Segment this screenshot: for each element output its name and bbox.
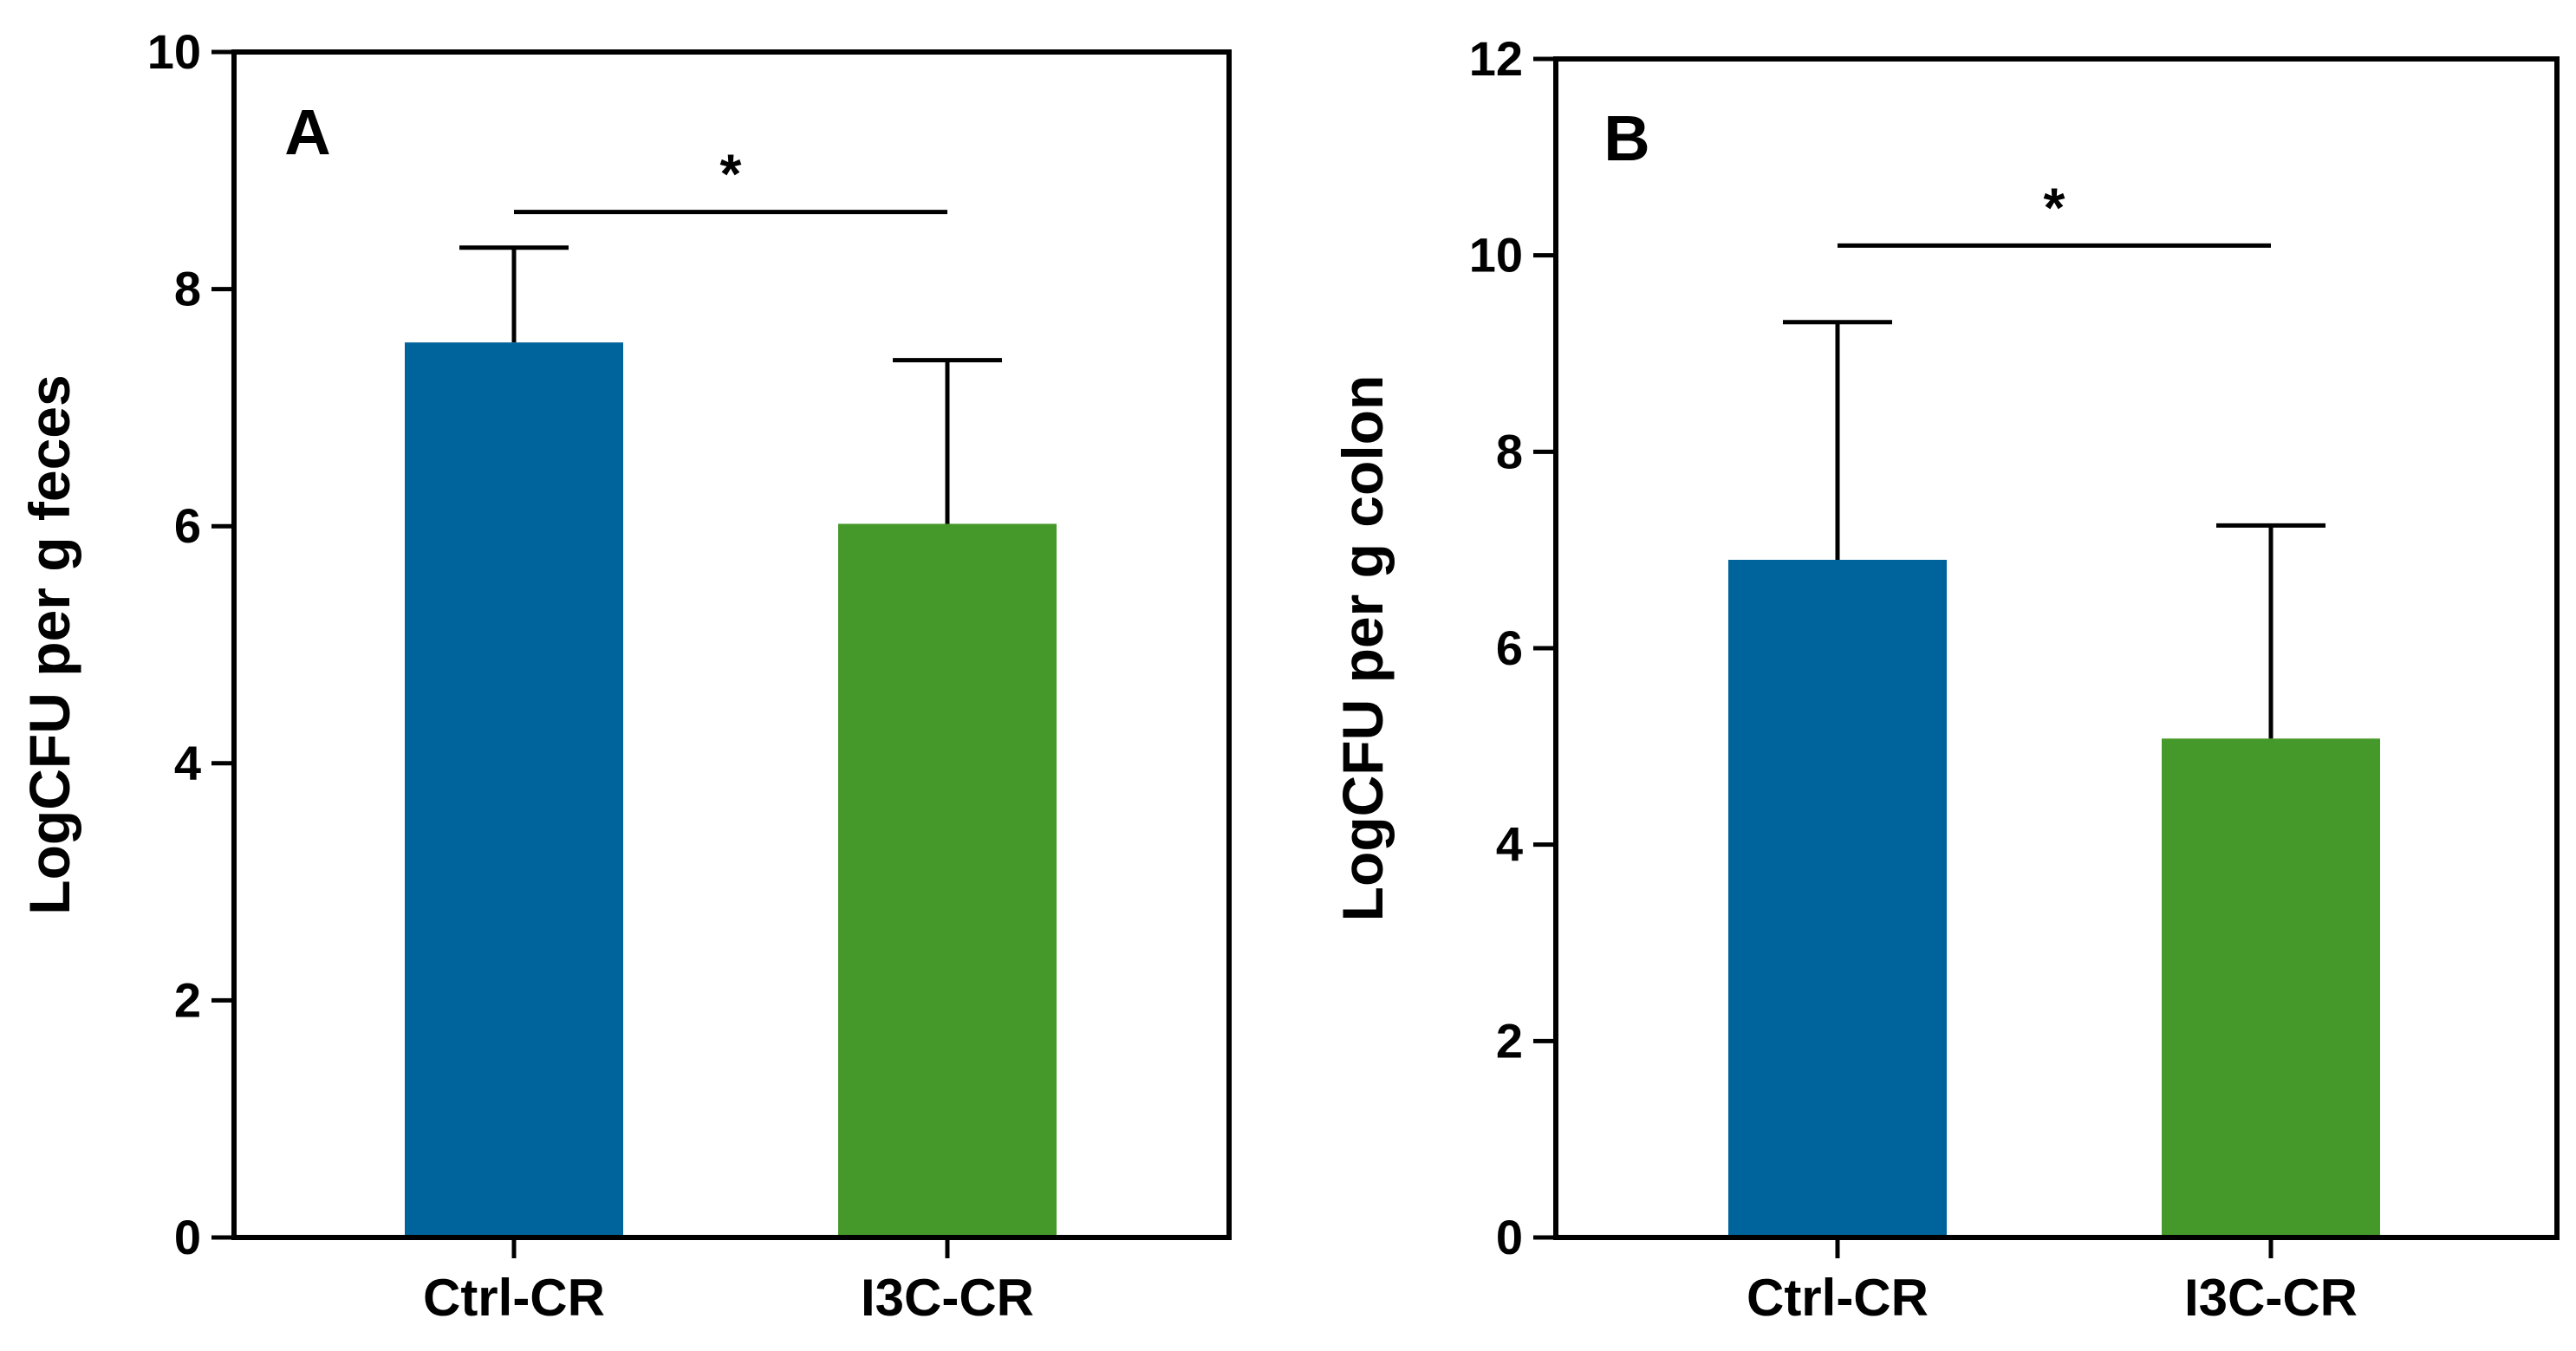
y-tick-label: 8 — [174, 262, 201, 316]
y-tick-label: 2 — [1496, 1013, 1523, 1068]
bar-ctrl-cr — [1728, 560, 1947, 1237]
y-tick-label: 8 — [1496, 424, 1523, 478]
y-tick-label: 0 — [1496, 1210, 1523, 1264]
y-tick-label: 10 — [1469, 228, 1523, 283]
y-tick-label: 12 — [1469, 31, 1523, 86]
x-tick-label: I3C-CR — [2184, 1269, 2358, 1327]
bar-i3c-cr — [838, 523, 1057, 1237]
significance-label: * — [2044, 176, 2065, 238]
plot-frame — [231, 49, 1232, 1240]
x-tick-label: Ctrl-CR — [423, 1269, 605, 1327]
panel-b: 0 2 4 6 8 10 12 Ctrl-CR I3C-CR LogCFU per g colon… — [1330, 31, 2560, 1327]
panel-label: B — [1603, 102, 1649, 174]
error-bar-ctrl-cr — [1783, 320, 1892, 560]
x-tick-label: Ctrl-CR — [1747, 1269, 1929, 1327]
panel-a: 0 2 4 6 8 10 Ctrl-CR I3C-CR LogCFU per g feces A * — [17, 24, 1232, 1327]
y-tick-label: 10 — [147, 24, 201, 79]
error-bar-ctrl-cr — [459, 245, 569, 343]
bar-ctrl-cr — [405, 342, 623, 1237]
y-tick-label: 6 — [1496, 620, 1523, 675]
y-tick-label: 4 — [1496, 817, 1523, 872]
significance-bracket: * — [514, 143, 947, 215]
y-tick-label: 6 — [174, 498, 201, 553]
y-axis-label: LogCFU per g colon — [1330, 375, 1395, 922]
bar-i3c-cr — [2162, 738, 2380, 1237]
error-bar-i3c-cr — [2216, 523, 2326, 739]
panel-label: A — [284, 96, 330, 168]
x-tick-label: I3C-CR — [861, 1269, 1034, 1327]
significance-bracket: * — [1838, 176, 2271, 248]
error-bar-i3c-cr — [893, 358, 1002, 524]
y-axis-label: LogCFU per g feces — [17, 374, 81, 914]
y-tick-label: 4 — [174, 736, 201, 790]
y-tick-label: 2 — [174, 972, 201, 1027]
significance-label: * — [720, 143, 742, 205]
y-tick-label: 0 — [174, 1210, 201, 1264]
